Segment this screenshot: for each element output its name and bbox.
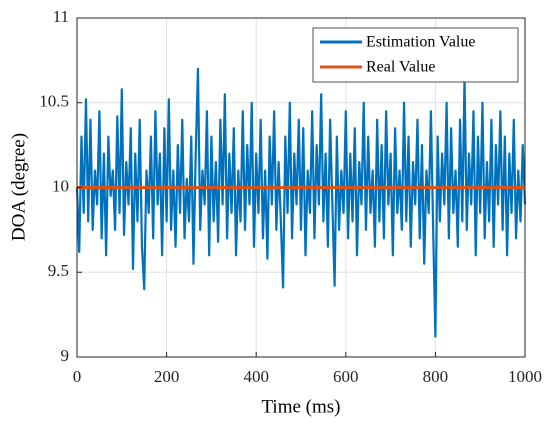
y-tick-label: 10 — [52, 176, 69, 195]
y-tick-label: 10.5 — [39, 92, 69, 111]
y-tick-label: 9.5 — [48, 261, 69, 280]
legend-label: Estimation Value — [366, 34, 475, 51]
data-line — [75, 67, 527, 338]
x-tick-label: 600 — [333, 367, 359, 386]
y-tick-label: 11 — [53, 7, 69, 26]
legend-label: Real Value — [366, 59, 435, 76]
y-tick-label: 9 — [61, 346, 70, 365]
x-tick-label: 1000 — [508, 367, 542, 386]
y-axis-title: DOA (degree) — [8, 133, 29, 241]
legend-box — [312, 27, 519, 83]
x-tick-label: 0 — [73, 367, 82, 386]
x-tick-label: 800 — [423, 367, 449, 386]
x-tick-label: 400 — [243, 367, 269, 386]
x-tick-label: 200 — [154, 367, 180, 386]
x-axis-title: Time (ms) — [261, 396, 340, 417]
